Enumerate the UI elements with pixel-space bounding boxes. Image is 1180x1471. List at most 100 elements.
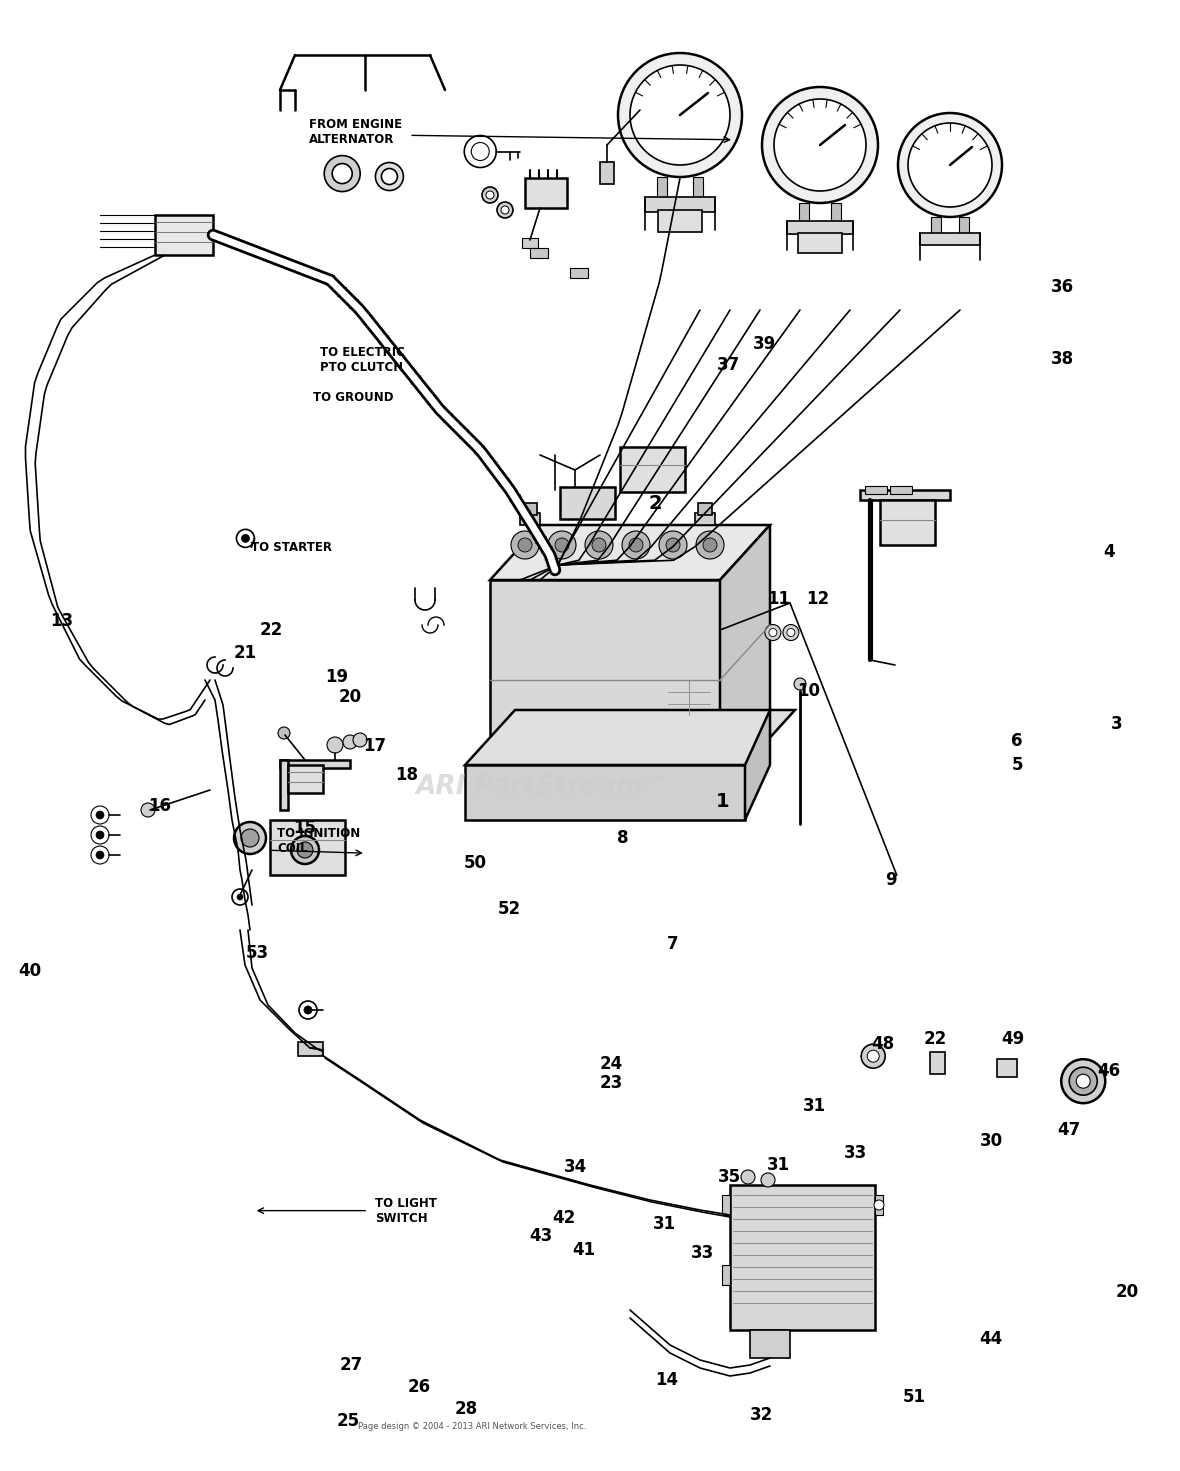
Circle shape <box>481 187 498 203</box>
Circle shape <box>874 1200 884 1211</box>
Circle shape <box>898 113 1002 218</box>
Circle shape <box>629 538 643 552</box>
Text: 53: 53 <box>245 944 269 962</box>
Text: TO ELECTRIC
PTO CLUTCH: TO ELECTRIC PTO CLUTCH <box>320 346 405 375</box>
Text: 24: 24 <box>599 1055 623 1072</box>
Text: 34: 34 <box>564 1158 588 1175</box>
Circle shape <box>278 727 290 738</box>
Bar <box>930 1052 945 1074</box>
Bar <box>525 178 568 207</box>
Text: 6: 6 <box>1011 733 1023 750</box>
Polygon shape <box>465 710 795 765</box>
Text: 35: 35 <box>717 1168 741 1186</box>
Text: 21: 21 <box>234 644 257 662</box>
Circle shape <box>353 733 367 747</box>
Bar <box>876 1194 883 1215</box>
Bar <box>490 580 720 765</box>
Bar <box>657 177 667 197</box>
Circle shape <box>511 531 539 559</box>
Bar <box>693 177 703 197</box>
Bar <box>787 221 853 234</box>
Text: 50: 50 <box>464 855 487 872</box>
Text: 14: 14 <box>655 1371 678 1389</box>
Text: 28: 28 <box>454 1400 478 1418</box>
Circle shape <box>91 846 109 863</box>
Polygon shape <box>720 525 771 765</box>
Text: 36: 36 <box>1050 278 1074 296</box>
Text: ARI PartStream™: ARI PartStream™ <box>415 774 670 800</box>
Text: 25: 25 <box>336 1412 360 1430</box>
Text: 22: 22 <box>260 621 283 638</box>
Circle shape <box>497 202 513 218</box>
Bar <box>465 765 745 819</box>
Bar <box>288 765 323 793</box>
Circle shape <box>1076 1074 1090 1089</box>
Circle shape <box>375 162 404 191</box>
Text: 13: 13 <box>50 612 73 630</box>
Text: 31: 31 <box>653 1215 676 1233</box>
Text: 48: 48 <box>871 1036 894 1053</box>
Text: 52: 52 <box>498 900 522 918</box>
Circle shape <box>861 1044 885 1068</box>
Text: 40: 40 <box>18 962 41 980</box>
Text: 51: 51 <box>903 1389 926 1406</box>
Text: 8: 8 <box>617 830 629 847</box>
Text: 39: 39 <box>753 335 776 353</box>
Circle shape <box>324 156 360 191</box>
Circle shape <box>518 538 532 552</box>
Bar <box>750 1330 789 1358</box>
Text: 46: 46 <box>1097 1062 1121 1080</box>
Circle shape <box>765 625 781 640</box>
Circle shape <box>291 836 319 863</box>
Bar <box>695 513 715 525</box>
Circle shape <box>333 163 352 184</box>
Polygon shape <box>490 525 771 580</box>
Text: 31: 31 <box>802 1097 826 1115</box>
Circle shape <box>622 531 650 559</box>
Circle shape <box>555 538 569 552</box>
Text: 3: 3 <box>1110 715 1122 733</box>
Circle shape <box>91 827 109 844</box>
Circle shape <box>297 841 313 858</box>
Text: 11: 11 <box>767 590 791 608</box>
Bar <box>920 232 981 246</box>
Bar <box>620 447 686 491</box>
Circle shape <box>232 888 248 905</box>
Bar <box>523 503 537 515</box>
Circle shape <box>1061 1059 1106 1103</box>
Circle shape <box>585 531 612 559</box>
Text: 27: 27 <box>340 1356 363 1374</box>
Text: 18: 18 <box>395 766 419 784</box>
Bar <box>831 203 841 221</box>
Bar <box>722 1265 730 1286</box>
Text: 17: 17 <box>363 737 387 755</box>
Text: 49: 49 <box>1001 1030 1024 1047</box>
Circle shape <box>703 538 717 552</box>
Text: 26: 26 <box>407 1378 431 1396</box>
Circle shape <box>236 530 255 547</box>
Text: 42: 42 <box>552 1209 576 1227</box>
Circle shape <box>762 87 878 203</box>
Circle shape <box>774 99 866 191</box>
Text: 33: 33 <box>690 1244 714 1262</box>
Circle shape <box>241 830 258 847</box>
Circle shape <box>234 822 266 855</box>
Bar <box>560 487 615 519</box>
Text: 1: 1 <box>715 793 729 811</box>
Circle shape <box>867 1050 879 1062</box>
Bar <box>520 513 540 525</box>
Circle shape <box>782 625 799 640</box>
Text: 20: 20 <box>1115 1283 1139 1300</box>
Circle shape <box>618 53 742 177</box>
Text: 20: 20 <box>339 688 362 706</box>
Bar <box>730 1186 876 1330</box>
Bar <box>522 238 538 249</box>
Text: TO GROUND: TO GROUND <box>313 391 393 403</box>
Text: TO STARTER: TO STARTER <box>251 541 333 553</box>
Circle shape <box>242 534 249 543</box>
Bar <box>299 1041 323 1056</box>
Text: 7: 7 <box>667 936 678 953</box>
Text: 30: 30 <box>979 1133 1003 1150</box>
Circle shape <box>96 852 104 859</box>
Text: 41: 41 <box>572 1242 596 1259</box>
